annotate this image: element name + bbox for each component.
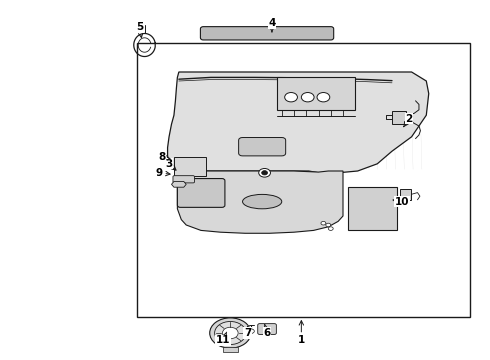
Text: 11: 11: [216, 332, 230, 345]
FancyBboxPatch shape: [173, 176, 195, 183]
FancyBboxPatch shape: [174, 157, 206, 176]
FancyBboxPatch shape: [239, 138, 286, 156]
FancyBboxPatch shape: [258, 324, 276, 334]
FancyBboxPatch shape: [348, 187, 397, 230]
Circle shape: [317, 93, 330, 102]
FancyBboxPatch shape: [277, 77, 355, 110]
Circle shape: [210, 318, 251, 348]
Text: 8: 8: [158, 152, 170, 162]
Circle shape: [222, 327, 238, 339]
Circle shape: [321, 221, 326, 225]
Text: 3: 3: [166, 159, 176, 170]
Text: 1: 1: [298, 321, 305, 345]
Text: 6: 6: [264, 325, 270, 338]
Circle shape: [285, 93, 297, 102]
Circle shape: [259, 168, 270, 177]
Text: 2: 2: [404, 114, 413, 127]
Polygon shape: [177, 171, 343, 233]
Circle shape: [262, 171, 268, 175]
Text: 5: 5: [136, 22, 143, 37]
Circle shape: [248, 329, 254, 333]
Circle shape: [328, 227, 333, 230]
Bar: [137, 43, 470, 317]
Text: 10: 10: [393, 197, 409, 207]
FancyBboxPatch shape: [223, 347, 238, 352]
Circle shape: [215, 321, 246, 345]
Text: 7: 7: [244, 327, 251, 338]
FancyBboxPatch shape: [392, 111, 406, 124]
Text: 4: 4: [268, 18, 276, 32]
FancyBboxPatch shape: [200, 27, 334, 40]
Text: 9: 9: [156, 168, 170, 178]
Ellipse shape: [243, 194, 282, 209]
Circle shape: [301, 93, 314, 102]
Polygon shape: [172, 181, 186, 187]
FancyBboxPatch shape: [400, 189, 411, 200]
FancyBboxPatch shape: [177, 179, 225, 207]
Circle shape: [326, 223, 331, 227]
Polygon shape: [168, 72, 429, 173]
